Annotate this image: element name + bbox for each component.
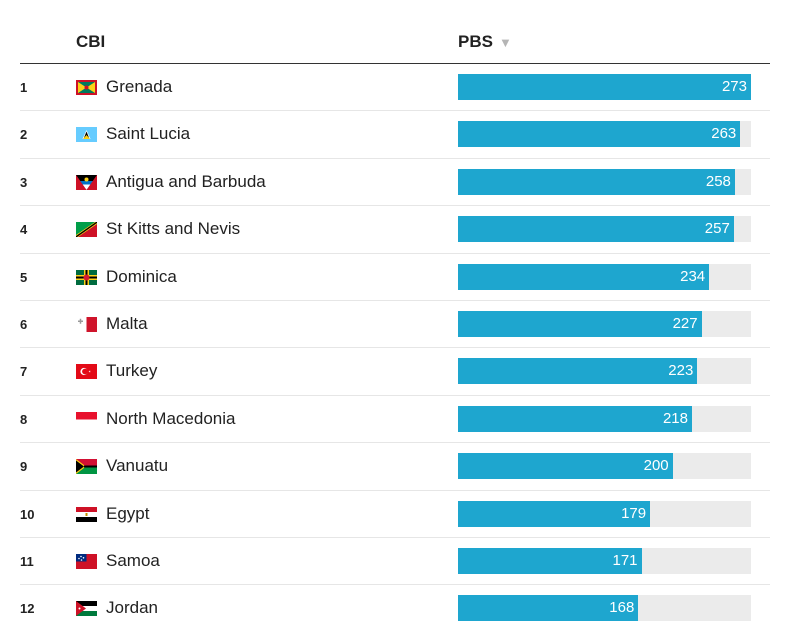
bar-track: 223 (458, 358, 751, 385)
bar-track: 171 (458, 547, 751, 574)
table-row: 10 Egypt 179 (20, 491, 770, 538)
rank-number: 12 (20, 601, 35, 617)
bar-track: 200 (458, 453, 751, 480)
bar-value-label: 223 (668, 362, 694, 380)
bar: 171 (458, 547, 642, 574)
bar: 227 (458, 310, 702, 337)
table-body: 1 Grenada 273 2 Saint Lucia 263 3 Antigua and B… (20, 64, 770, 632)
rank-number: 1 (20, 80, 28, 95)
bar: 218 (458, 405, 692, 432)
table-row: 3 Antigua and Barbuda 258 (20, 159, 770, 207)
bar-track: 263 (458, 121, 751, 148)
rank-number: 7 (20, 364, 28, 380)
bar: 257 (458, 216, 734, 243)
table-header: CBI PBS ▼ (20, 22, 770, 64)
table-row: 7 Turkey 223 (20, 348, 770, 396)
samoa-flag-icon (76, 553, 97, 569)
bar: 234 (458, 263, 710, 290)
ranking-table: CBI PBS ▼ 1 Grenada 273 2 Saint Lucia 263 3 Anti… (20, 22, 770, 632)
country-name: Turkey (106, 361, 158, 381)
table-row: 2 Saint Lucia 263 (20, 111, 770, 159)
bar-track: 168 (458, 595, 751, 622)
rank-number: 2 (20, 127, 28, 143)
rank-number: 3 (20, 174, 28, 190)
column-header-cbi[interactable]: CBI (76, 32, 106, 51)
egypt-flag-icon (76, 506, 97, 522)
vanuatu-flag-icon (76, 459, 97, 475)
bar: 168 (458, 595, 639, 622)
bar-track: 273 (458, 74, 751, 100)
bar-value-label: 168 (609, 599, 635, 617)
country-name: Jordan (106, 598, 158, 618)
column-header-pbs[interactable]: PBS ▼ (458, 32, 512, 52)
bar-value-label: 227 (672, 314, 698, 332)
bar-value-label: 218 (662, 409, 688, 427)
table-row: 4 St Kitts and Nevis 257 (20, 206, 770, 254)
bar-value-label: 200 (643, 457, 669, 475)
rank-number: 8 (20, 411, 28, 427)
country-name: Saint Lucia (106, 124, 191, 144)
table-row: 1 Grenada 273 (20, 64, 770, 112)
bar: 179 (458, 500, 651, 527)
bar-track: 258 (458, 168, 751, 195)
jordan-flag-icon (76, 601, 97, 617)
bar-value-label: 171 (612, 551, 638, 569)
bar-value-label: 273 (721, 78, 747, 95)
country-name: St Kitts and Nevis (106, 219, 241, 239)
bar-track: 257 (458, 216, 751, 243)
country-name: North Macedonia (106, 408, 236, 428)
table-row: 9 Vanuatu 200 (20, 443, 770, 491)
dominica-flag-icon (76, 269, 97, 285)
country-name: Malta (106, 313, 148, 333)
table-row: 6 Malta 227 (20, 301, 770, 349)
table-row: 5 Dominica 234 (20, 254, 770, 301)
country-name: Grenada (106, 77, 173, 96)
table-row: 11 Samoa 171 (20, 538, 770, 586)
bar-track: 234 (458, 263, 751, 290)
grenada-flag-icon (76, 80, 97, 95)
malta-flag-icon (76, 316, 97, 332)
bar-value-label: 263 (711, 125, 737, 143)
country-name: Egypt (106, 503, 150, 523)
antigua-barbuda-flag-icon (76, 174, 97, 190)
table-row: 12 Jordan 168 (20, 585, 770, 631)
rank-number: 6 (20, 316, 28, 332)
st-kitts-nevis-flag-icon (76, 222, 97, 238)
table-row: 8 North Macedonia 218 (20, 396, 770, 444)
bar: 258 (458, 168, 735, 195)
country-name: Antigua and Barbuda (106, 171, 266, 191)
bar-track: 179 (458, 500, 751, 527)
north-macedonia-flag-icon (76, 411, 97, 427)
bar: 263 (458, 121, 741, 148)
rank-number: 9 (20, 459, 28, 475)
bar: 200 (458, 453, 673, 480)
bar: 273 (458, 74, 751, 100)
bar-value-label: 257 (704, 220, 730, 238)
country-name: Dominica (106, 266, 177, 286)
bar: 223 (458, 358, 698, 385)
rank-number: 10 (20, 506, 35, 522)
bar-track: 227 (458, 310, 751, 337)
column-header-pbs-label: PBS (458, 32, 493, 51)
sort-descending-icon[interactable]: ▼ (498, 35, 512, 50)
saint-lucia-flag-icon (76, 127, 97, 143)
bar-value-label: 179 (621, 504, 647, 522)
rank-number: 5 (20, 269, 28, 285)
rank-number: 4 (20, 222, 28, 238)
bar-track: 218 (458, 405, 751, 432)
rank-number: 11 (20, 553, 34, 569)
turkey-flag-icon (76, 364, 97, 380)
country-name: Samoa (106, 550, 160, 570)
bar-value-label: 258 (705, 172, 731, 190)
bar-value-label: 234 (680, 267, 706, 285)
country-name: Vanuatu (106, 456, 169, 476)
